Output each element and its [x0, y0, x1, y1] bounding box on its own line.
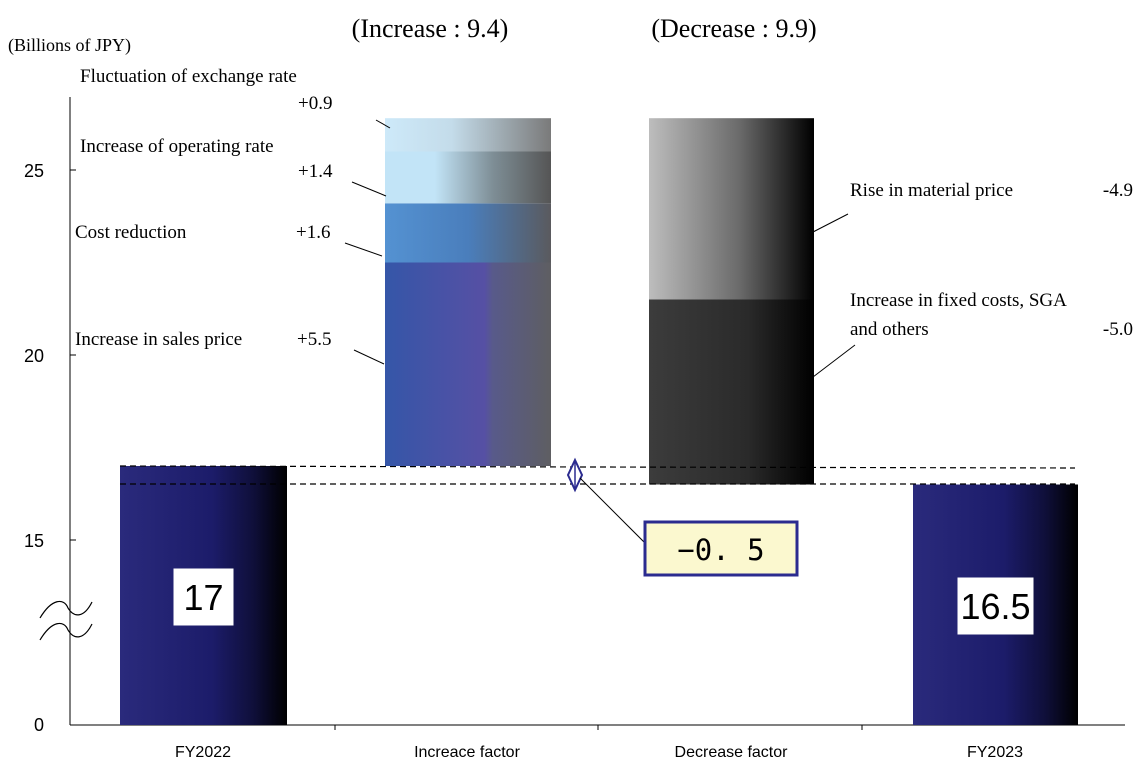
- annotation-sales-price-leader: [353, 349, 385, 365]
- net-change-diamond-icon: [566, 457, 584, 493]
- decrease-total-header: (Decrease : 9.9): [651, 14, 816, 43]
- y-tick-label: 0: [34, 715, 44, 735]
- annotation-operating-rate-name: Increase of operating rate: [80, 136, 274, 157]
- annotation-fixed-costs-name-line2: and others: [850, 319, 929, 340]
- annotation-cost-reduction-leader: [344, 242, 383, 257]
- axes: 25 20 15 0 (Billions of JPY) FY2022 Incr…: [8, 35, 1125, 761]
- x-tick-label: FY2023: [967, 744, 1023, 761]
- x-tick-label: Decrease factor: [675, 744, 789, 761]
- annotation-fixed-costs-value: -5.0: [1103, 319, 1133, 340]
- bar-fy2022-value-label-box: [173, 568, 234, 626]
- annotation-sales-price-value: +5.5: [297, 329, 331, 350]
- x-tick-label: FY2022: [175, 744, 231, 761]
- y-tick-label: 15: [24, 531, 44, 551]
- net-change-label: −0. 5: [677, 533, 764, 567]
- y-axis-title: (Billions of JPY): [8, 35, 131, 56]
- annotation-cost-reduction-name: Cost reduction: [75, 222, 187, 243]
- y-tick-label: 25: [24, 161, 44, 181]
- annotation-material-price-value: -4.9: [1103, 180, 1133, 201]
- bar-decrease-fixed-costs: [649, 299, 814, 485]
- fy2022-reference-line: [119, 465, 1076, 469]
- bar-decrease-material-price: [649, 118, 814, 300]
- bar-increase-exchange-rate: [385, 118, 551, 152]
- bar-fy2022-value-label: 17: [183, 577, 223, 618]
- segment-annotations: Fluctuation of exchange rate +0.9 Increa…: [75, 66, 1133, 378]
- annotation-fixed-costs-leader: [812, 344, 856, 378]
- annotation-operating-rate-leader: [351, 181, 387, 197]
- annotation-sales-price-name: Increase in sales price: [75, 329, 242, 350]
- bar-increase-operating-rate: [385, 151, 551, 204]
- bar-fy2023-value-label: 16.5: [960, 586, 1030, 627]
- bar-increase-sales-price: [385, 262, 551, 466]
- x-tick-label: Increace factor: [414, 744, 521, 761]
- annotation-material-price-name: Rise in material price: [850, 180, 1013, 201]
- annotation-exchange-rate-value: +0.9: [298, 93, 332, 114]
- annotation-exchange-rate-leader: [375, 119, 391, 129]
- bars-group: 17 16.5: [120, 118, 1078, 725]
- net-change-box: [643, 520, 799, 577]
- y-tick-label: 20: [24, 346, 44, 366]
- net-change-leader-line: [579, 477, 647, 545]
- increase-total-header: (Increase : 9.4): [352, 14, 509, 43]
- annotation-material-price-leader: [812, 213, 849, 233]
- annotation-exchange-rate-name: Fluctuation of exchange rate: [80, 66, 297, 87]
- annotation-fixed-costs-name-line1: Increase in fixed costs, SGA: [850, 290, 1067, 311]
- annotation-cost-reduction-value: +1.6: [296, 222, 330, 243]
- bar-increase-cost-reduction: [385, 203, 551, 263]
- axis-break-icon: [39, 600, 93, 641]
- annotation-operating-rate-value: +1.4: [298, 161, 333, 182]
- bar-fy2023-value-label-box: [957, 577, 1034, 635]
